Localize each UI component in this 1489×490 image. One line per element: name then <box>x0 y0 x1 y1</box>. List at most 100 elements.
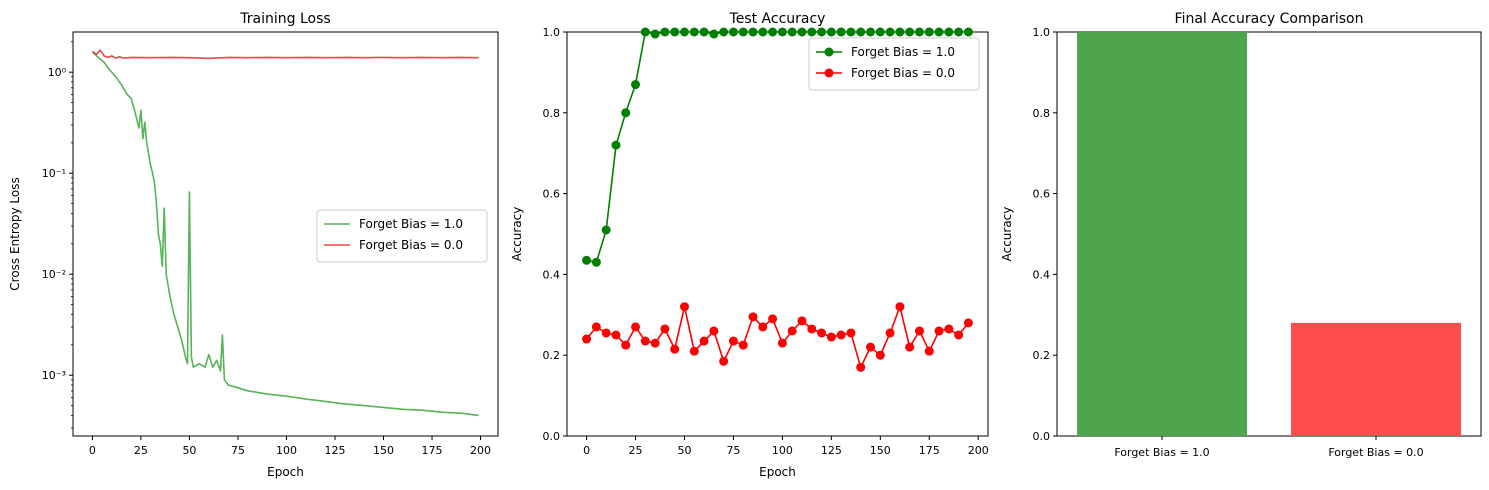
x-tick-label: 150 <box>373 444 394 457</box>
data-point-1 <box>875 350 885 360</box>
data-point-1 <box>885 328 895 338</box>
plot-frame <box>1056 31 1482 437</box>
legend-box <box>808 37 980 91</box>
bar <box>1291 322 1461 436</box>
data-point-0 <box>826 27 836 37</box>
x-tick-label: 200 <box>470 444 491 457</box>
x-tick-label: 100 <box>276 444 297 457</box>
series-line-0 <box>91 51 479 417</box>
y-axis-label: Accuracy <box>1000 207 1014 262</box>
data-point-0 <box>709 29 719 39</box>
x-tick-label: 50 <box>677 444 691 457</box>
category-label: Forget Bias = 0.0 <box>1328 446 1423 459</box>
data-point-1 <box>924 346 934 356</box>
y-tick-label: 0.8 <box>543 107 561 120</box>
data-point-1 <box>728 336 738 346</box>
chart-title: Final Accuracy Comparison <box>1175 11 1364 27</box>
data-point-1 <box>914 326 924 336</box>
data-point-1 <box>944 324 954 334</box>
data-point-0 <box>856 27 866 37</box>
data-point-0 <box>650 29 660 39</box>
x-tick-label: 125 <box>324 444 345 457</box>
data-point-0 <box>699 27 709 37</box>
bar <box>1077 32 1247 436</box>
data-point-0 <box>866 27 876 37</box>
data-point-1 <box>670 344 680 354</box>
plot-frame <box>72 31 499 437</box>
x-axis-label: Epoch <box>267 465 304 479</box>
data-point-1 <box>758 322 768 332</box>
data-point-1 <box>640 336 650 346</box>
data-point-0 <box>895 27 905 37</box>
data-point-0 <box>582 255 592 265</box>
data-point-1 <box>631 322 641 332</box>
x-tick-label: 25 <box>134 444 148 457</box>
data-point-0 <box>719 27 729 37</box>
data-point-0 <box>885 27 895 37</box>
data-point-0 <box>738 27 748 37</box>
chart-title: Training Loss <box>239 11 330 27</box>
data-point-1 <box>582 334 592 344</box>
data-point-0 <box>846 27 856 37</box>
y-tick-label: 0.8 <box>1033 107 1051 120</box>
data-point-0 <box>768 27 778 37</box>
data-point-0 <box>777 27 787 37</box>
plot-frame <box>566 31 989 437</box>
data-point-0 <box>621 108 631 118</box>
data-point-1 <box>866 342 876 352</box>
data-point-1 <box>934 326 944 336</box>
data-point-0 <box>787 27 797 37</box>
data-point-0 <box>944 27 954 37</box>
legend-label: Forget Bias = 0.0 <box>851 66 955 80</box>
data-point-1 <box>817 328 827 338</box>
data-point-0 <box>807 27 817 37</box>
y-tick-label: 1.0 <box>1033 26 1051 39</box>
series-line-0 <box>586 31 969 264</box>
data-point-1 <box>709 326 719 336</box>
data-point-1 <box>807 324 817 334</box>
y-axis-label: Cross Entropy Loss <box>8 177 22 290</box>
x-tick-label: 50 <box>182 444 196 457</box>
y-tick-label: 0.6 <box>1033 188 1051 201</box>
x-tick-label: 175 <box>919 444 940 457</box>
data-point-0 <box>679 27 689 37</box>
data-point-1 <box>689 346 699 356</box>
data-point-0 <box>836 27 846 37</box>
data-point-1 <box>738 340 748 350</box>
legend-marker <box>824 68 834 78</box>
y-tick-label: 10⁻² <box>42 268 66 281</box>
data-point-1 <box>650 338 660 348</box>
x-axis-label: Epoch <box>759 465 796 479</box>
y-tick-label: 0.4 <box>1033 268 1051 281</box>
data-point-0 <box>601 225 611 235</box>
x-tick-label: 125 <box>821 444 842 457</box>
y-tick-label: 10⁰ <box>48 66 67 79</box>
y-tick-label: 0.0 <box>1033 430 1051 443</box>
y-tick-label: 0.2 <box>543 349 561 362</box>
data-point-1 <box>591 322 601 332</box>
data-point-1 <box>621 340 631 350</box>
data-point-1 <box>905 342 915 352</box>
y-tick-label: 0.6 <box>543 188 561 201</box>
data-point-0 <box>660 27 670 37</box>
y-tick-label: 0.0 <box>543 430 561 443</box>
x-tick-label: 150 <box>870 444 891 457</box>
series-line-1 <box>91 49 479 60</box>
data-point-0 <box>914 27 924 37</box>
data-point-0 <box>905 27 915 37</box>
y-tick-label: 10⁻³ <box>42 369 66 382</box>
data-point-1 <box>797 316 807 326</box>
y-tick-label: 1.0 <box>543 26 561 39</box>
data-point-1 <box>611 330 621 340</box>
x-tick-label: 75 <box>231 444 245 457</box>
legend-label: Forget Bias = 1.0 <box>851 45 955 59</box>
data-point-0 <box>670 27 680 37</box>
data-point-1 <box>954 330 964 340</box>
data-point-0 <box>611 140 621 150</box>
legend-box <box>316 209 488 263</box>
y-tick-label: 0.4 <box>543 268 561 281</box>
series-line-1 <box>585 303 970 370</box>
x-tick-label: 0 <box>89 444 96 457</box>
data-point-0 <box>934 27 944 37</box>
